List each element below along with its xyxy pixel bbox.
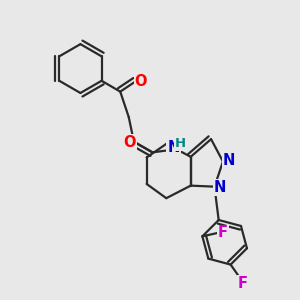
Text: O: O	[135, 74, 147, 89]
Text: H: H	[175, 137, 186, 150]
Text: F: F	[218, 225, 228, 240]
Text: F: F	[238, 276, 248, 291]
Text: N: N	[214, 180, 226, 195]
Text: O: O	[123, 135, 136, 150]
Text: N: N	[223, 153, 235, 168]
Text: N: N	[167, 140, 180, 155]
